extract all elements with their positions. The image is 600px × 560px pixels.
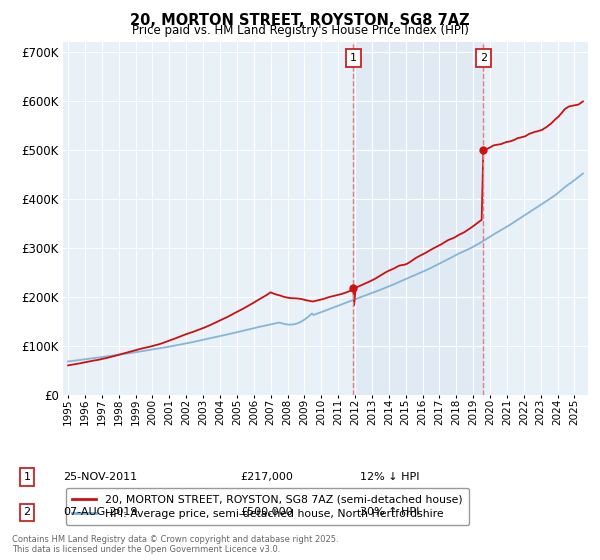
Bar xyxy=(353,42,484,395)
Text: Contains HM Land Registry data © Crown copyright and database right 2025.
This d: Contains HM Land Registry data © Crown c… xyxy=(12,535,338,554)
Text: £500,000: £500,000 xyxy=(240,507,293,517)
Text: Price paid vs. HM Land Registry's House Price Index (HPI): Price paid vs. HM Land Registry's House … xyxy=(131,24,469,37)
Text: 1: 1 xyxy=(350,53,357,63)
Text: 12% ↓ HPI: 12% ↓ HPI xyxy=(360,472,419,482)
Text: £217,000: £217,000 xyxy=(240,472,293,482)
Text: 2: 2 xyxy=(480,53,487,63)
Text: 2: 2 xyxy=(23,507,31,517)
Text: 07-AUG-2019: 07-AUG-2019 xyxy=(63,507,137,517)
Text: 1: 1 xyxy=(23,472,31,482)
Legend: 20, MORTON STREET, ROYSTON, SG8 7AZ (semi-detached house), HPI: Average price, s: 20, MORTON STREET, ROYSTON, SG8 7AZ (sem… xyxy=(66,488,469,525)
Text: 25-NOV-2011: 25-NOV-2011 xyxy=(63,472,137,482)
Text: 20, MORTON STREET, ROYSTON, SG8 7AZ: 20, MORTON STREET, ROYSTON, SG8 7AZ xyxy=(130,13,470,28)
Text: 30% ↑ HPI: 30% ↑ HPI xyxy=(360,507,419,517)
